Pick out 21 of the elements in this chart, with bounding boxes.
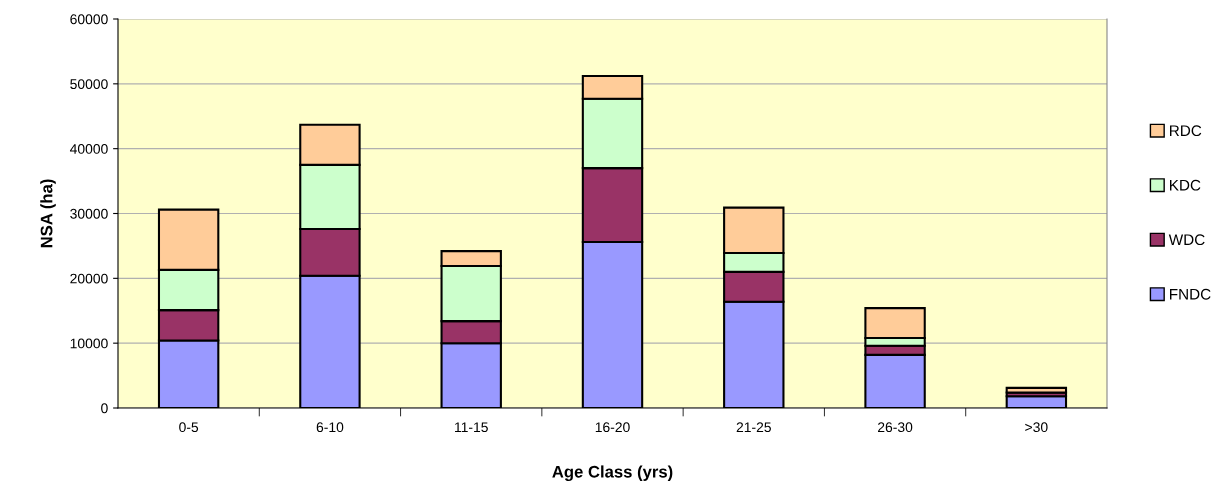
x-tick-label: 0-5 [179,422,199,433]
x-tick-label: 21-25 [736,422,771,433]
legend-label: WDC [1168,234,1205,246]
x-tick-label: 26-30 [878,422,913,433]
y-tick-label: 10000 [70,338,108,349]
y-tick-label: 20000 [70,273,108,284]
y-tick-label: 30000 [70,208,108,219]
legend-label: FNDC [1170,288,1211,300]
y-tick-label: 50000 [70,79,108,89]
x-tick-label: 6-10 [316,422,344,433]
legend-label: KDC [1170,179,1201,191]
y-tick-label: 40000 [69,144,108,154]
x-axis-title: Age Class (yrs) [552,465,673,481]
x-tick-label: >30 [1025,422,1048,433]
y-tick-label: 0 [101,403,108,414]
y-axis-title: NSA (ha) [40,179,56,248]
x-tick-label: 16-20 [595,422,630,433]
legend-label: RDC [1170,125,1202,137]
x-tick-label: 11-15 [455,422,488,433]
y-tick-label: 60000 [70,14,108,25]
bar [1005,386,1068,394]
